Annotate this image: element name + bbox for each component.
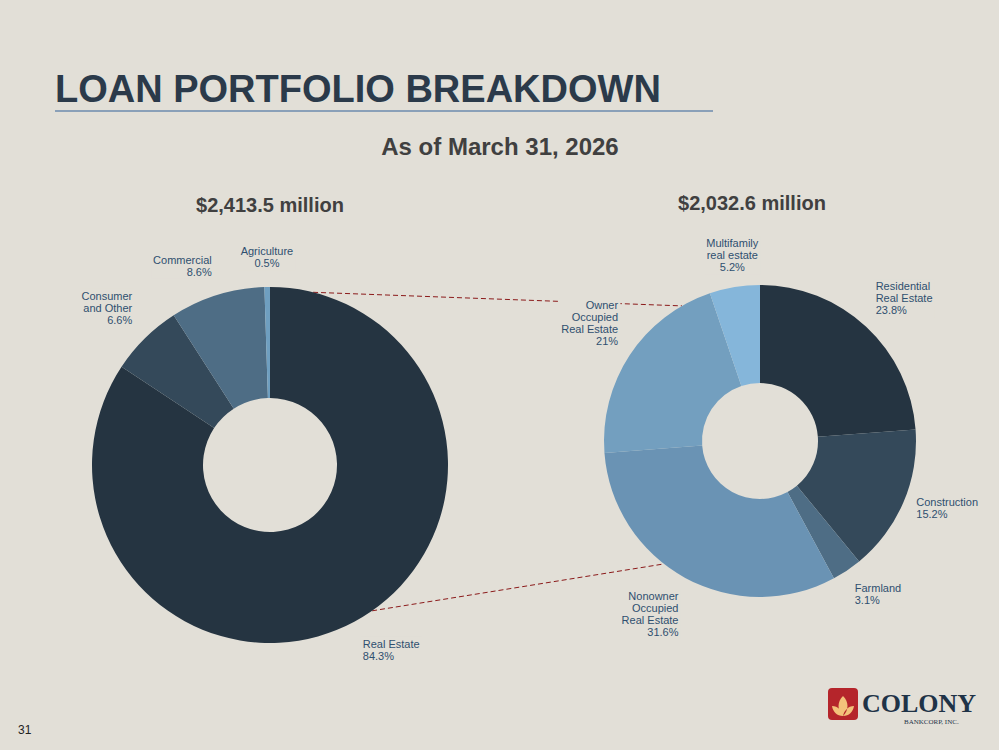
pie-slice: [710, 285, 760, 386]
value-label: 23.8%: [876, 304, 907, 316]
chart-title: $2,413.5 million: [196, 194, 344, 216]
slice-label: ResidentialReal Estate23.8%: [874, 279, 935, 317]
pie-slice: [92, 287, 448, 643]
category-label-line: Occupied: [572, 311, 618, 323]
category-label-line: Real Estate: [622, 614, 679, 626]
category-label-line: Owner: [586, 299, 619, 311]
category-label-line: Farmland: [855, 582, 901, 594]
category-label: Consumerand Other: [82, 290, 133, 314]
subtitle: As of March 31, 2026: [381, 133, 618, 160]
slice-label: Farmland3.1%: [853, 581, 903, 607]
category-label-line: Real Estate: [876, 292, 933, 304]
value-label: 0.5%: [254, 257, 279, 269]
value-label: 84.3%: [363, 650, 394, 662]
logo-name: COLONY: [862, 689, 976, 718]
slice-label: Commercial8.6%: [151, 253, 214, 279]
slice-label: Real Estate84.3%: [361, 637, 422, 663]
label-backdrop: [704, 236, 760, 274]
slice-label: Construction15.2%: [914, 495, 980, 521]
pie-slice: [604, 445, 833, 597]
label-backdrop: [914, 495, 980, 521]
category-label-line: Occupied: [632, 602, 678, 614]
label-backdrop: [853, 581, 903, 607]
label-backdrop: [559, 298, 620, 348]
title-underline: [55, 110, 713, 112]
label-backdrop: [80, 289, 135, 327]
category-label-line: Residential: [876, 280, 930, 292]
logo-lotus: [832, 696, 854, 716]
chart-title: $2,032.6 million: [678, 192, 826, 214]
slide-title: LOAN PORTFOLIO BREAKDOWN: [55, 68, 661, 110]
data-labels: ResidentialReal Estate23.8%Construction1…: [559, 236, 980, 639]
slice-label: NonownerOccupiedReal Estate31.6%: [620, 589, 681, 639]
label-backdrop: [151, 253, 214, 279]
label-backdrop: [620, 589, 681, 639]
value-label: 8.6%: [187, 266, 212, 278]
slices: [604, 285, 916, 597]
category-label: NonownerOccupiedReal Estate: [622, 590, 679, 626]
logo-tagline: BANKCORP, INC.: [904, 718, 959, 726]
category-label-line: Consumer: [82, 290, 133, 302]
logo-icon: [828, 688, 858, 720]
label-backdrop: [874, 279, 935, 317]
value-label: 31.6%: [647, 626, 678, 638]
slice-label: Multifamilyreal estate5.2%: [704, 236, 760, 274]
background: [0, 0, 999, 750]
value-label: 3.1%: [855, 594, 880, 606]
category-label-line: Construction: [916, 496, 978, 508]
category-label: Multifamilyreal estate: [706, 237, 758, 261]
value-label: 21%: [596, 335, 618, 347]
category-label-line: Real Estate: [363, 638, 420, 650]
pie-slice: [174, 287, 268, 409]
connector-line: [313, 292, 682, 306]
value-label: 6.6%: [107, 314, 132, 326]
data-labels: Real Estate84.3% Consumerand Other6.6% Com…: [80, 244, 422, 663]
pie-slice: [760, 285, 916, 437]
slice-label: OwnerOccupiedReal Estate21%: [559, 298, 620, 348]
label-backdrop: [239, 244, 296, 270]
slide: LOAN PORTFOLIO BREAKDOWN As of March 31, …: [0, 0, 999, 750]
value-label: 5.2%: [720, 261, 745, 273]
slices: [92, 287, 448, 643]
slice-label: Consumerand Other6.6%: [80, 289, 135, 327]
category-label: Farmland: [855, 582, 901, 594]
category-label: Agriculture: [241, 245, 294, 257]
category-label: Real Estate: [363, 638, 420, 650]
category-label-line: Agriculture: [241, 245, 294, 257]
category-label: OwnerOccupiedReal Estate: [561, 299, 618, 335]
value-label: 15.2%: [916, 508, 947, 520]
page-number: 31: [18, 723, 32, 737]
logo: COLONYBANKCORP, INC.: [828, 688, 976, 726]
category-label: Commercial: [153, 254, 212, 266]
donut-chart: $2,032.6 millionResidentialReal Estate23…: [559, 192, 980, 639]
slice-label: Agriculture0.5%: [239, 244, 296, 270]
category-label-line: and Other: [83, 302, 132, 314]
category-label-line: Nonowner: [628, 590, 678, 602]
category-label-line: real estate: [707, 249, 758, 261]
category-label: ResidentialReal Estate: [876, 280, 933, 304]
category-label-line: Commercial: [153, 254, 212, 266]
pie-slice: [264, 287, 270, 398]
category-label-line: Multifamily: [706, 237, 758, 249]
label-backdrop: [361, 637, 422, 663]
donut-chart: $2,413.5 million Real Estate84.3% Consumer…: [80, 194, 448, 663]
category-label: Construction: [916, 496, 978, 508]
category-label-line: Real Estate: [561, 323, 618, 335]
